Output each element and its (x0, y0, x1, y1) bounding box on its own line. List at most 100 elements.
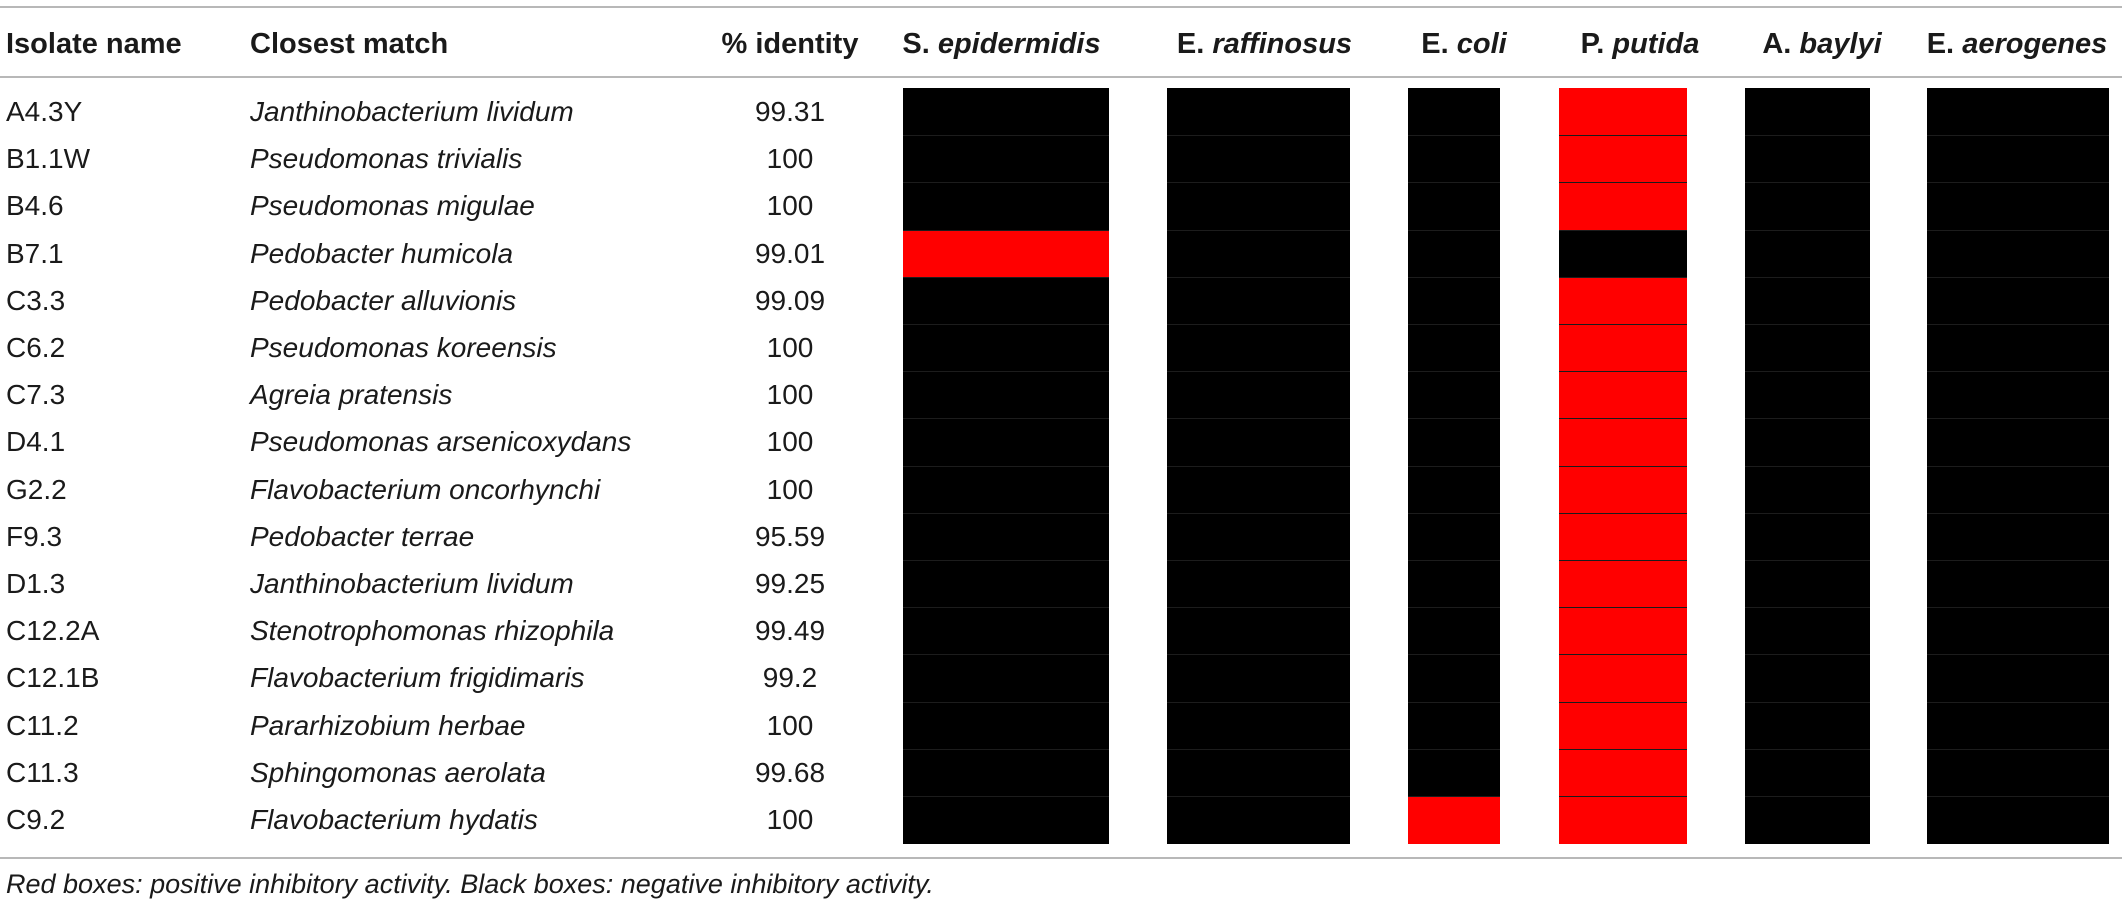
activity-box-negative (1167, 512, 1350, 561)
closest-match-cell: Pararhizobium herbae (250, 709, 526, 741)
activity-box-negative (1408, 135, 1500, 183)
identity-cell: 100 (766, 190, 814, 222)
activity-box-negative (1927, 276, 2109, 325)
activity-box-negative (1745, 135, 1870, 183)
isolate-name-cell: G2.2 (6, 473, 67, 505)
identity-cell: 99.49 (754, 615, 826, 647)
activity-box-positive (1559, 465, 1687, 514)
activity-box-negative (1745, 465, 1870, 514)
activity-box-negative (1745, 276, 1870, 325)
activity-box-negative (1927, 512, 2109, 561)
isolate-name-cell: B4.6 (6, 190, 64, 222)
closest-match-cell: Agreia pratensis (250, 379, 453, 411)
isolate-name-cell: B1.1W (6, 143, 91, 175)
activity-box-negative (1408, 276, 1500, 325)
activity-box-negative (1167, 701, 1350, 750)
header-rule (0, 76, 2122, 78)
activity-box-negative (1408, 182, 1500, 230)
activity-box-positive (1559, 560, 1687, 608)
activity-box-negative (1408, 465, 1500, 514)
activity-box-positive (1559, 324, 1687, 372)
activity-box-negative (1408, 654, 1500, 702)
activity-box-positive (1559, 135, 1687, 183)
identity-cell: 100 (766, 143, 814, 175)
activity-box-negative (1745, 88, 1870, 136)
identity-cell: 100 (766, 804, 814, 835)
activity-box-positive (1559, 88, 1687, 136)
closest-match-cell: Flavobacterium frigidimaris (250, 662, 585, 694)
isolate-name-cell: C6.2 (6, 332, 66, 363)
isolate-name-cell: F9.3 (6, 520, 63, 552)
activity-box-positive (1408, 796, 1500, 844)
identity-cell: 100 (766, 426, 814, 458)
activity-box-negative (1167, 748, 1350, 797)
activity-box-negative (1167, 465, 1350, 514)
identity-cell: 99.01 (754, 237, 826, 269)
activity-box-negative (1167, 654, 1350, 702)
footnote: Red boxes: positive inhibitory activity.… (6, 869, 934, 899)
activity-box-negative (1167, 88, 1350, 136)
activity-box-negative (1927, 465, 2109, 514)
activity-box-negative (1745, 654, 1870, 702)
header-organism: E. raffinosus (1176, 28, 1353, 60)
closest-match-cell: Janthinobacterium lividum (250, 568, 574, 599)
isolate-name-cell: C7.3 (6, 379, 66, 411)
activity-box-negative (1408, 418, 1500, 466)
isolate-name-cell: C12.2A (6, 615, 100, 647)
activity-box-negative (1408, 324, 1500, 372)
activity-box-negative (1408, 748, 1500, 797)
identity-cell: 99.31 (754, 96, 826, 127)
activity-box-negative (903, 371, 1109, 419)
activity-box-negative (1745, 229, 1870, 278)
header-percent-identity: % identity (721, 28, 859, 60)
isolate-name-cell: C3.3 (6, 284, 66, 316)
activity-box-positive (903, 229, 1109, 278)
identity-cell: 100 (766, 332, 814, 363)
activity-box-positive (1559, 654, 1687, 702)
activity-box-negative (903, 560, 1109, 608)
activity-box-negative (1408, 88, 1500, 136)
activity-box-negative (1167, 371, 1350, 419)
closest-match-cell: Pedobacter alluvionis (250, 284, 517, 316)
closest-match-cell: Pseudomonas trivialis (250, 143, 523, 175)
header-organism: S. epidermidis (902, 28, 1101, 60)
activity-box-negative (1559, 229, 1687, 278)
isolate-name-cell: D1.3 (6, 568, 66, 599)
activity-box-negative (1745, 796, 1870, 844)
isolate-name-cell: C11.2 (6, 709, 79, 741)
identity-cell: 100 (766, 379, 814, 411)
isolate-name-cell: C9.2 (6, 804, 66, 835)
identity-cell: 100 (766, 473, 814, 505)
activity-box-negative (903, 135, 1109, 183)
activity-box-negative (1408, 701, 1500, 750)
activity-box-negative (903, 796, 1109, 844)
activity-box-negative (1927, 418, 2109, 466)
identity-cell: 100 (766, 709, 814, 741)
activity-box-negative (1167, 276, 1350, 325)
activity-box-positive (1559, 748, 1687, 797)
header-organism: A. baylyi (1762, 28, 1882, 60)
bottom-rule (0, 857, 2122, 859)
activity-box-negative (1745, 512, 1870, 561)
activity-box-negative (1927, 796, 2109, 844)
activity-box-positive (1559, 418, 1687, 466)
activity-box-negative (1167, 182, 1350, 230)
activity-box-negative (1745, 418, 1870, 466)
activity-box-negative (1927, 182, 2109, 230)
top-rule (0, 6, 2122, 8)
header-closest-match: Closest match (250, 28, 449, 60)
closest-match-cell: Pedobacter humicola (250, 237, 514, 269)
activity-box-negative (1927, 748, 2109, 797)
activity-box-negative (1167, 560, 1350, 608)
activity-box-negative (903, 88, 1109, 136)
activity-box-negative (903, 748, 1109, 797)
activity-box-negative (1927, 701, 2109, 750)
activity-box-negative (1927, 607, 2109, 655)
identity-cell: 99.25 (754, 568, 826, 599)
header-isolate-name: Isolate name (6, 28, 182, 60)
activity-box-negative (1927, 135, 2109, 183)
closest-match-cell: Pseudomonas migulae (250, 190, 535, 222)
closest-match-cell: Janthinobacterium lividum (250, 96, 574, 127)
activity-box-negative (1167, 229, 1350, 278)
activity-box-positive (1559, 276, 1687, 325)
